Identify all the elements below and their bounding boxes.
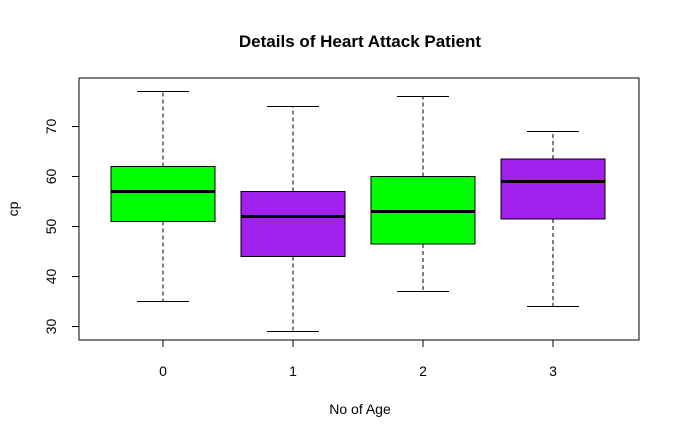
box-2 (370, 96, 476, 292)
x-tick-label: 1 (289, 363, 297, 379)
y-tick-label: 70 (43, 119, 59, 135)
y-axis-label: cp (5, 201, 21, 216)
y-tick-label: 40 (43, 269, 59, 285)
box-rect (240, 191, 346, 257)
y-tick-label: 60 (43, 169, 59, 185)
box-rect (110, 166, 216, 222)
x-tick-label: 0 (159, 363, 167, 379)
x-axis: 0 1 2 3 (159, 339, 557, 379)
y-tick-label: 50 (43, 219, 59, 235)
boxes-group (110, 91, 606, 332)
y-tick-label: 30 (43, 319, 59, 335)
x-tick-label: 3 (549, 363, 557, 379)
box-0 (110, 91, 216, 302)
x-axis-label: No of Age (329, 401, 391, 417)
y-axis: 30 40 50 60 70 (43, 119, 80, 335)
box-1 (240, 106, 346, 332)
box-rect (500, 158, 606, 220)
box-3 (500, 131, 606, 307)
chart-title: Details of Heart Attack Patient (239, 32, 481, 51)
x-tick-label: 2 (419, 363, 427, 379)
